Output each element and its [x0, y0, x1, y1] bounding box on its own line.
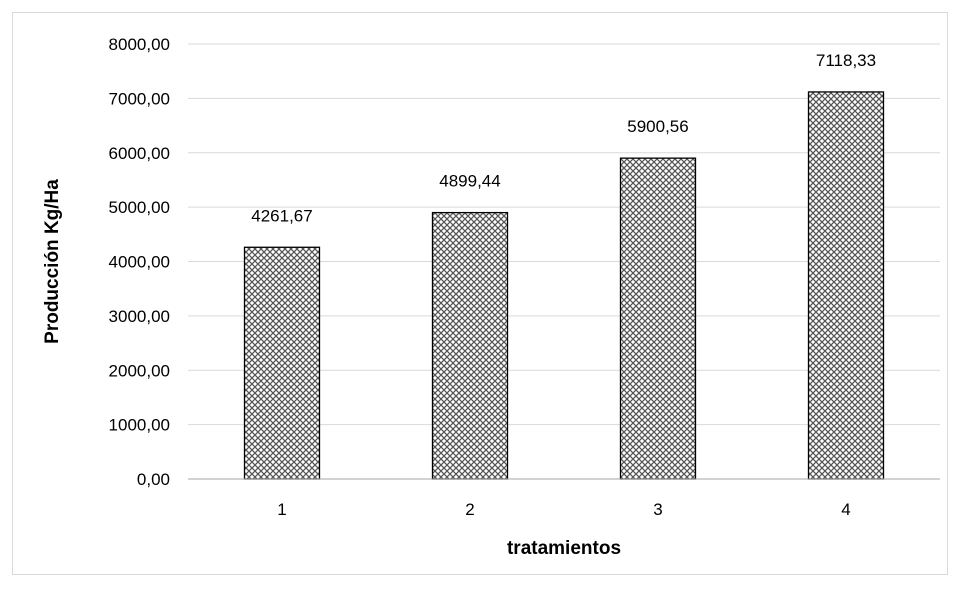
x-tick-label: 3	[653, 500, 662, 519]
y-tick-label: 0,00	[137, 470, 170, 489]
data-label: 4261,67	[251, 206, 312, 225]
x-tick-label: 4	[841, 500, 850, 519]
y-tick-label: 6000,00	[109, 144, 170, 163]
x-axis-title: tratamientos	[507, 538, 621, 559]
data-label: 7118,33	[816, 51, 876, 70]
y-tick-label: 4000,00	[109, 253, 170, 272]
y-axis-ticks: 0,00 1000,00 2000,00 3000,00 4000,00 5000,00 6…	[109, 35, 170, 489]
bar	[431, 211, 509, 480]
bar	[807, 91, 885, 480]
bar	[619, 157, 697, 480]
y-tick-label: 3000,00	[109, 307, 170, 326]
x-axis-ticks: 1 2 3 4	[277, 500, 850, 519]
x-tick-label: 2	[465, 500, 474, 519]
y-axis-title: Producción Kg/Ha	[42, 179, 63, 344]
y-tick-label: 5000,00	[109, 198, 170, 217]
y-tick-label: 2000,00	[109, 361, 170, 380]
bar	[243, 246, 321, 480]
data-label: 4899,44	[439, 172, 500, 191]
y-tick-label: 8000,00	[109, 35, 170, 54]
bars: 4261,67 4899,44 5900,56 7118,33	[243, 51, 885, 480]
data-label: 5900,56	[627, 117, 688, 136]
y-tick-label: 7000,00	[109, 89, 170, 108]
y-tick-label: 1000,00	[109, 416, 170, 435]
x-tick-label: 1	[277, 500, 286, 519]
